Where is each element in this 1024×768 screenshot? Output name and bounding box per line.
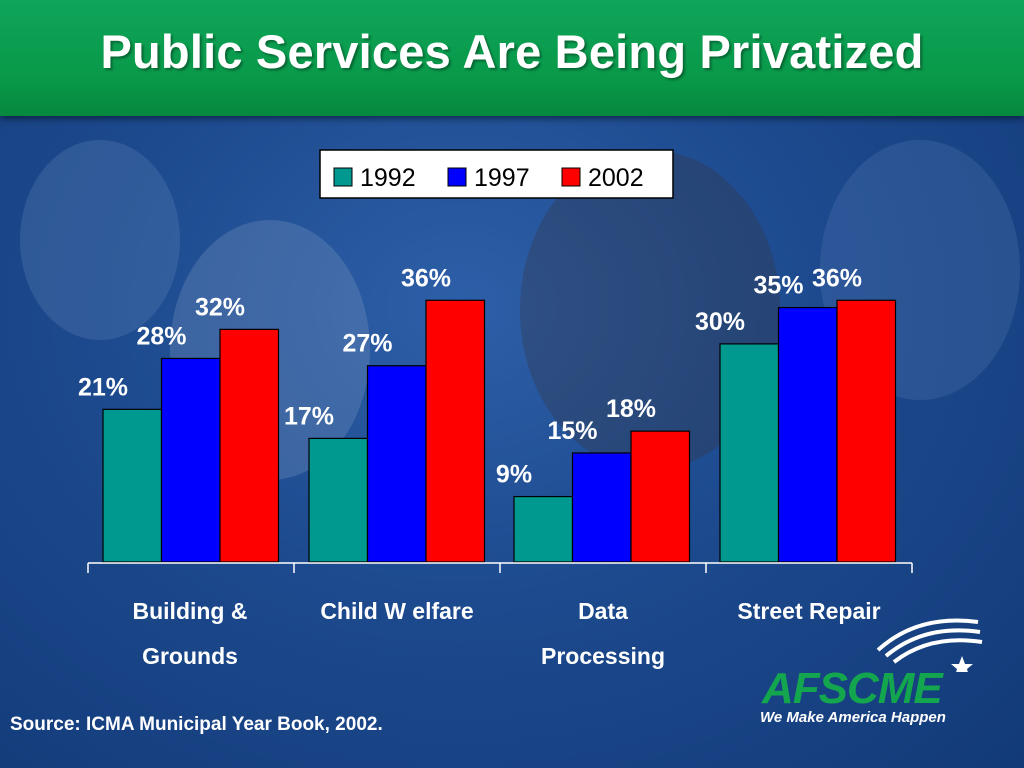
data-label-2002-1: 36% [401,264,451,292]
data-label-1992-2: 9% [496,461,532,489]
afscme-wordmark: AFSCME [762,664,943,713]
legend-label-1992: 1992 [360,164,416,192]
data-label-2002-2: 18% [606,395,656,423]
bar-2002-1 [425,299,486,563]
legend-swatch-2002 [561,167,581,187]
afscme-logo: AFSCME We Make America Happen [750,612,990,732]
category-label-2: Data [578,598,628,624]
legend-box [319,149,674,199]
category-label-0: Grounds [142,643,238,669]
category-label-0: Building & [133,598,248,624]
category-label-2: Processing [541,643,665,669]
bar-1997-3 [777,306,838,563]
category-label-1: Child W elfare [320,598,473,624]
data-label-1997-2: 15% [547,417,597,445]
bar-2002-2 [630,430,691,563]
bar-2002-0 [219,328,280,563]
legend-swatch-1997 [447,167,467,187]
bar-1997-1 [366,365,427,563]
source-note: Source: ICMA Municipal Year Book, 2002. [10,714,383,735]
afscme-swoosh-icon [876,618,983,672]
title-banner: Public Services Are Being Privatized [0,0,1024,116]
legend-swatch-1992 [333,167,353,187]
data-label-1992-0: 21% [78,373,128,401]
bar-2002-3 [836,299,897,563]
bar-1997-0 [160,357,221,563]
legend-label-1997: 1997 [474,164,530,192]
data-label-1992-3: 30% [695,308,745,336]
category-label-3: Street Repair [737,598,880,624]
bar-1992-3 [719,343,780,563]
data-label-1992-1: 17% [284,402,334,430]
x-axis [87,562,913,573]
data-label-1997-3: 35% [753,272,803,300]
data-label-2002-0: 32% [195,293,245,321]
page-title: Public Services Are Being Privatized [100,25,924,78]
data-label-2002-3: 36% [812,264,862,292]
x-axis-labels: Building & Grounds Child W elfare Data Proce… [133,598,881,669]
bar-1992-1 [308,437,369,563]
bar-1992-2 [513,495,574,563]
afscme-tagline: We Make America Happen [760,709,946,726]
bar-1992-0 [102,408,163,563]
data-label-1997-0: 28% [136,322,186,350]
data-label-1997-1: 27% [342,330,392,358]
chart-bars: 21% 28% 32% 17% 27% 36% 9% 15% 18% 30% 35% 36% [78,264,897,563]
bar-1997-2 [571,452,632,563]
legend-label-2002: 2002 [588,164,644,192]
chart-legend: 1992 1997 2002 [319,149,674,199]
